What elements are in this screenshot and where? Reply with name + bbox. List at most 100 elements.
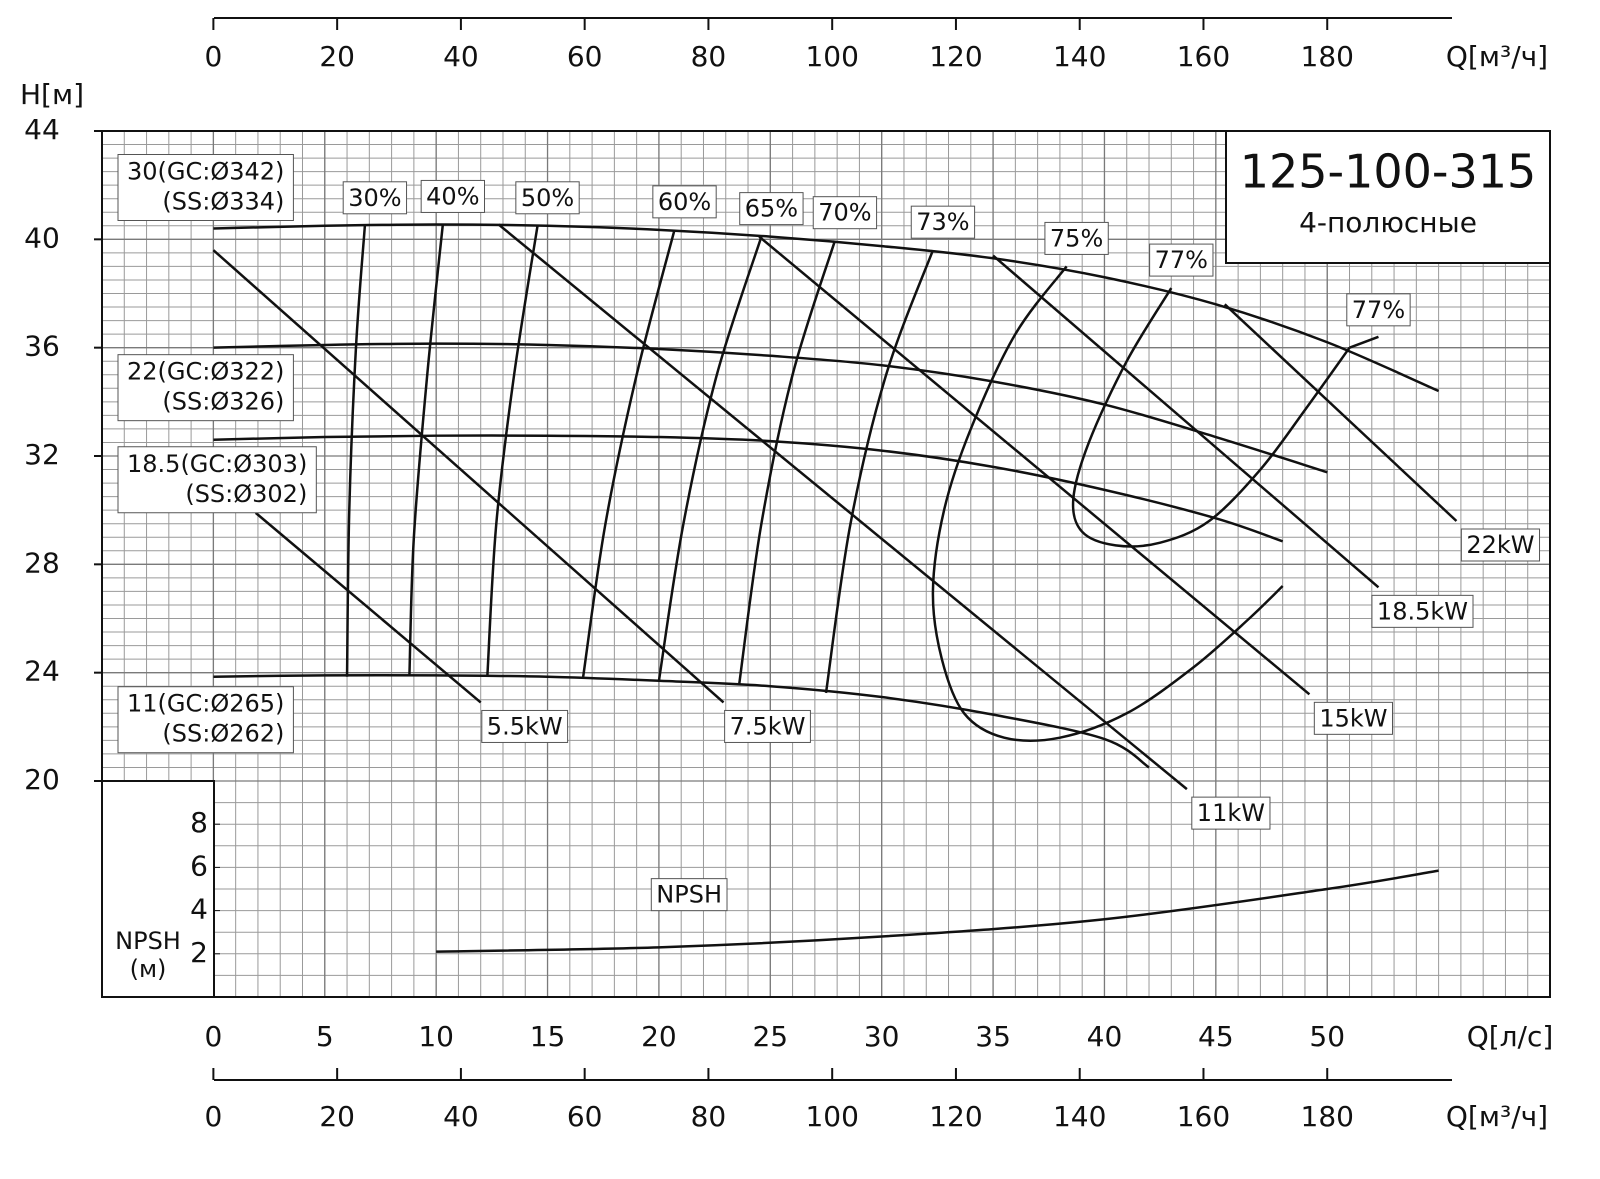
power-label: 15kW [1319, 704, 1387, 732]
power-line [758, 235, 1311, 696]
x-tick-label: 45 [1198, 1020, 1234, 1053]
y-tick-label: 44 [24, 113, 60, 146]
x2-tick-label-top: 120 [929, 40, 982, 73]
curve-label-box [117, 446, 317, 514]
efficiency-label-box [812, 196, 878, 230]
x-tick-label: 20 [641, 1020, 677, 1053]
power-label: 18.5kW [1377, 597, 1468, 625]
npsh-axis-label: NPSH [115, 927, 181, 955]
efficiency-label-box [1044, 221, 1109, 255]
efficiency-curve [824, 249, 935, 694]
npsh-label-box [650, 878, 728, 912]
efficiency-curve [931, 265, 1284, 742]
curve-label: (SS:Ø334) [162, 188, 284, 216]
npsh-tick-label: 2 [190, 936, 208, 969]
power-label: 7.5kW [730, 712, 806, 740]
y-tick-label: 40 [24, 221, 60, 254]
head-curve [213, 342, 1328, 474]
npsh-axis-unit: (м) [130, 955, 167, 983]
curve-label: (SS:Ø302) [185, 480, 307, 508]
x2-tick-label-top: 160 [1177, 40, 1230, 73]
x2-tick-label-top: 80 [691, 40, 727, 73]
efficiency-curve [737, 240, 837, 686]
curve-label: (SS:Ø326) [162, 388, 284, 416]
npsh-tick-label: 8 [190, 806, 208, 839]
x-tick-label: 5 [316, 1020, 334, 1053]
efficiency-curve [486, 225, 539, 676]
x-tick-label: 15 [530, 1020, 566, 1053]
x2-tick-label-bottom: 0 [204, 1100, 222, 1133]
x2-tick-label-bottom: 100 [805, 1100, 858, 1133]
power-label-box [1371, 594, 1474, 628]
x-tick-label: 25 [752, 1020, 788, 1053]
x2-tick-label-bottom: 60 [567, 1100, 603, 1133]
npsh-label: NPSH [656, 881, 722, 909]
x-axis-label: Q[л/с] [1467, 1020, 1554, 1053]
curve-label: 11(GC:Ø265) [127, 690, 284, 718]
head-curve [213, 434, 1284, 543]
chart-title: 125-100-315 [1240, 145, 1537, 199]
x2-tick-label-top: 180 [1301, 40, 1354, 73]
x2-tick-label-top: 100 [805, 40, 858, 73]
x2-tick-label-bottom: 140 [1053, 1100, 1106, 1133]
efficiency-label-box [515, 181, 580, 215]
x2-tick-label-bottom: 120 [929, 1100, 982, 1133]
power-label-box [1460, 528, 1541, 562]
curve-label-box [117, 686, 294, 754]
npsh-tick-label: 4 [190, 893, 208, 926]
curve-label: 18.5(GC:Ø303) [127, 450, 307, 478]
x2-tick-label-top: 20 [319, 40, 355, 73]
y-tick-label: 20 [24, 763, 60, 796]
y-tick-label: 24 [24, 655, 60, 688]
efficiency-curve [657, 236, 763, 681]
chart-subtitle: 4-полюсные [1299, 206, 1477, 239]
npsh-tick-label: 6 [190, 849, 208, 882]
efficiency-label-box [342, 181, 408, 215]
power-label-box [481, 709, 569, 743]
efficiency-label-box [1346, 293, 1411, 327]
efficiency-label-box [739, 192, 804, 226]
x2-tick-label-top: 40 [443, 40, 479, 73]
head-curve [213, 673, 1150, 769]
efficiency-label: 70% [818, 199, 871, 227]
power-label-box [1191, 796, 1271, 830]
x2-tick-label-bottom: 20 [319, 1100, 355, 1133]
x2-tick-label-top: 0 [204, 40, 222, 73]
efficiency-label: 65% [745, 195, 798, 223]
grid [102, 130, 1550, 997]
curve-label: 30(GC:Ø342) [127, 158, 284, 186]
power-line [497, 223, 1188, 791]
efficiency-curve [581, 229, 676, 677]
x2-axis-label-bottom: Q[м³/ч] [1446, 1100, 1548, 1133]
efficiency-curve [1349, 335, 1379, 349]
power-line [212, 249, 725, 704]
npsh-curve [436, 869, 1439, 953]
title-box [1225, 130, 1551, 264]
x-tick-label: 10 [418, 1020, 454, 1053]
efficiency-label: 30% [348, 184, 401, 212]
x-tick-label: 0 [204, 1020, 222, 1053]
head-curve [213, 223, 1440, 393]
efficiency-label-box [652, 185, 717, 219]
x2-tick-label-bottom: 160 [1177, 1100, 1230, 1133]
curve-label-box [117, 154, 294, 221]
efficiency-label-box [420, 179, 486, 213]
x2-tick-label-top: 140 [1053, 40, 1106, 73]
y-tick-label: 28 [24, 546, 60, 579]
y-tick-label: 36 [24, 330, 60, 363]
curve-label: (SS:Ø262) [162, 720, 284, 748]
efficiency-label: 60% [658, 188, 711, 216]
efficiency-label-box [910, 205, 976, 239]
x-tick-label: 30 [864, 1020, 900, 1053]
x-tick-label: 40 [1087, 1020, 1123, 1053]
efficiency-curve [1071, 287, 1351, 548]
power-label: 5.5kW [487, 712, 563, 740]
x2-tick-label-bottom: 40 [443, 1100, 479, 1133]
efficiency-label: 40% [426, 182, 479, 210]
efficiency-label: 73% [916, 208, 969, 236]
power-label: 22kW [1466, 531, 1534, 559]
power-line [992, 254, 1380, 589]
power-label-box [724, 709, 811, 743]
